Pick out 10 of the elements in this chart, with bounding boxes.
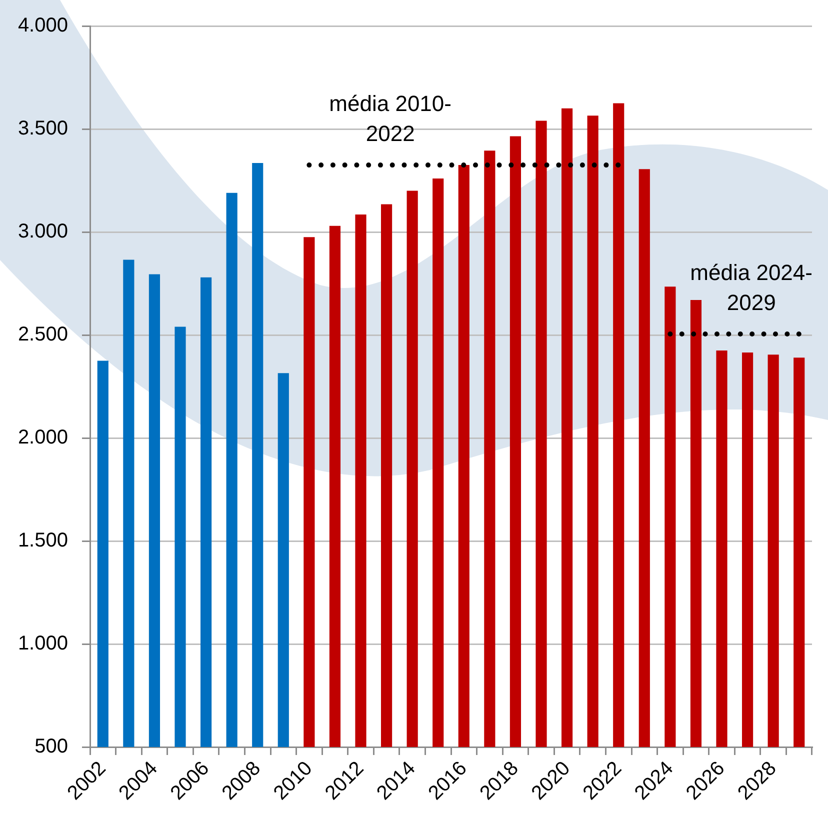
y-tick-label: 4.000 — [18, 14, 68, 37]
y-tick-label: 3.000 — [18, 220, 68, 243]
y-tick-label: 3.500 — [18, 118, 68, 140]
y-tick-label: 2.000 — [18, 426, 68, 449]
series-label: média 2024-2029 — [690, 260, 812, 315]
y-tick-label: 500 — [34, 736, 68, 758]
y-tick-label: 1.500 — [18, 530, 68, 552]
y-tick-label: 1.000 — [18, 632, 68, 655]
y-tick-label: 2.500 — [18, 324, 68, 346]
series-label: média 2010-2022 — [329, 91, 452, 146]
